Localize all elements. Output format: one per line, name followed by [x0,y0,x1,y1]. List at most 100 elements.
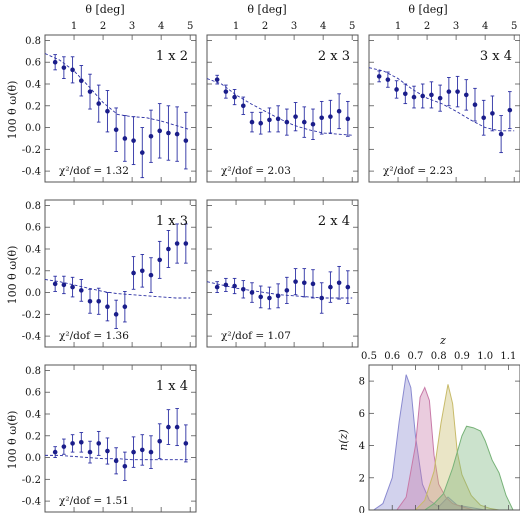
data-point [105,108,110,114]
data-point [446,89,452,94]
model-curve [44,53,191,131]
data-point [78,440,84,445]
data-point [113,312,119,317]
data-point [376,74,382,79]
y-tick-label: -0.4 [22,167,41,178]
data-point [166,424,171,430]
data-point [122,463,128,469]
data-point [232,94,237,100]
chi2-label: χ²/dof = 2.23 [383,165,453,177]
data-point [223,89,229,94]
x-tick-label: 1 [233,21,239,32]
chi2-label: χ²/dof = 2.03 [221,165,291,177]
x-tick-label: 4 [320,21,326,32]
data-point [481,115,487,121]
y-tick-label: 0.0 [25,123,41,134]
nz-x-tick-label: 1.1 [500,351,516,362]
data-point [232,283,237,289]
nz-y-tick-label: 0 [359,506,365,513]
data-point [157,128,163,134]
correlation-panels: 0.8 0.6 0.4 0.2 0.0 -0.2 -0.4 1 2 3 4 5 1 x 2 χ²/dof … [22,21,520,513]
model-curve [45,454,191,461]
nz-x-tick-label: 0.5 [361,351,377,362]
data-point [96,441,102,446]
data-point [166,130,171,136]
data-point [472,102,478,107]
data-point [78,288,84,293]
data-point [223,282,229,288]
panel-title: 2 x 4 [318,214,350,229]
data-point [328,284,333,290]
x-tick-label: 3 [291,21,297,32]
nz-y-tick-label: 6 [359,409,365,420]
x-tick-label: 1 [71,21,77,32]
data-point [52,449,58,455]
data-point [267,295,272,301]
chi2-label: χ²/dof = 1.51 [59,495,129,507]
data-point [301,280,307,286]
left-axis-title-row2: 100 θ ω(θ) [6,246,19,305]
y-tick-label: 0.8 [25,201,41,212]
nz-area-2 [395,386,509,511]
data-point [249,119,255,125]
y-tick-label: 0.0 [25,453,41,464]
data-point [336,108,342,114]
data-point [293,279,298,284]
x-tick-label: 5 [349,21,355,32]
top-axis-title-col3: θ [deg] [408,3,447,16]
data-point [157,257,163,263]
data-point [345,284,351,290]
data-point [463,92,469,98]
x-tick-label: 2 [262,21,268,32]
nz-area-1 [372,374,509,511]
data-point [87,89,93,94]
data-point [52,59,58,65]
model-curve [206,281,353,299]
panel-title: 1 x 3 [156,214,188,229]
panel-title: 1 x 4 [156,379,188,394]
data-point [148,449,154,455]
data-point [70,441,75,446]
data-point [174,131,180,137]
data-point [385,77,391,82]
data-point [498,131,504,137]
model-curve [368,67,515,132]
data-point [87,449,93,455]
y-tick-label: 0.6 [25,388,41,399]
data-point [139,150,145,155]
data-point [319,295,325,301]
y-tick-label: 0.6 [25,58,41,69]
panel-1x4: 0.8 0.6 0.4 0.2 0.0 -0.2 -0.4 1 x 4 χ²/dof = 1.5… [22,364,197,513]
x-tick-label: 4 [482,21,488,32]
data-point [214,284,220,290]
data-point [258,294,264,300]
panel-frame [206,34,359,183]
data-point [284,288,290,293]
nz-panel: 0.5 0.6 0.7 0.8 0.9 1.0 1.1 0 2 4 6 8 [359,351,520,513]
nz-ylabel: n(z) [337,429,350,450]
model-curve [44,279,191,299]
data-point [284,119,290,125]
data-point [113,458,119,464]
panel-title: 3 x 4 [480,49,512,64]
chi2-label: χ²/dof = 1.32 [59,165,129,177]
data-point [293,114,298,119]
y-tick-label: 0.4 [25,245,41,256]
x-tick-label: 5 [511,21,517,32]
data-point [214,77,220,82]
data-point [240,286,246,292]
data-point [70,284,75,290]
data-point [455,89,460,94]
data-point [131,270,136,276]
nz-x-tick-label: 0.9 [454,351,470,362]
y-tick-label: 0.8 [25,366,41,377]
data-point [139,268,145,274]
y-tick-label: 0.2 [25,266,41,277]
x-tick-label: 5 [187,21,193,32]
data-point [328,114,333,119]
data-point [157,438,163,444]
data-point [402,91,408,97]
nz-y-tick-label: 4 [359,441,365,452]
nz-x-tick-label: 1.0 [477,351,493,362]
y-tick-label: 0.0 [25,288,41,299]
